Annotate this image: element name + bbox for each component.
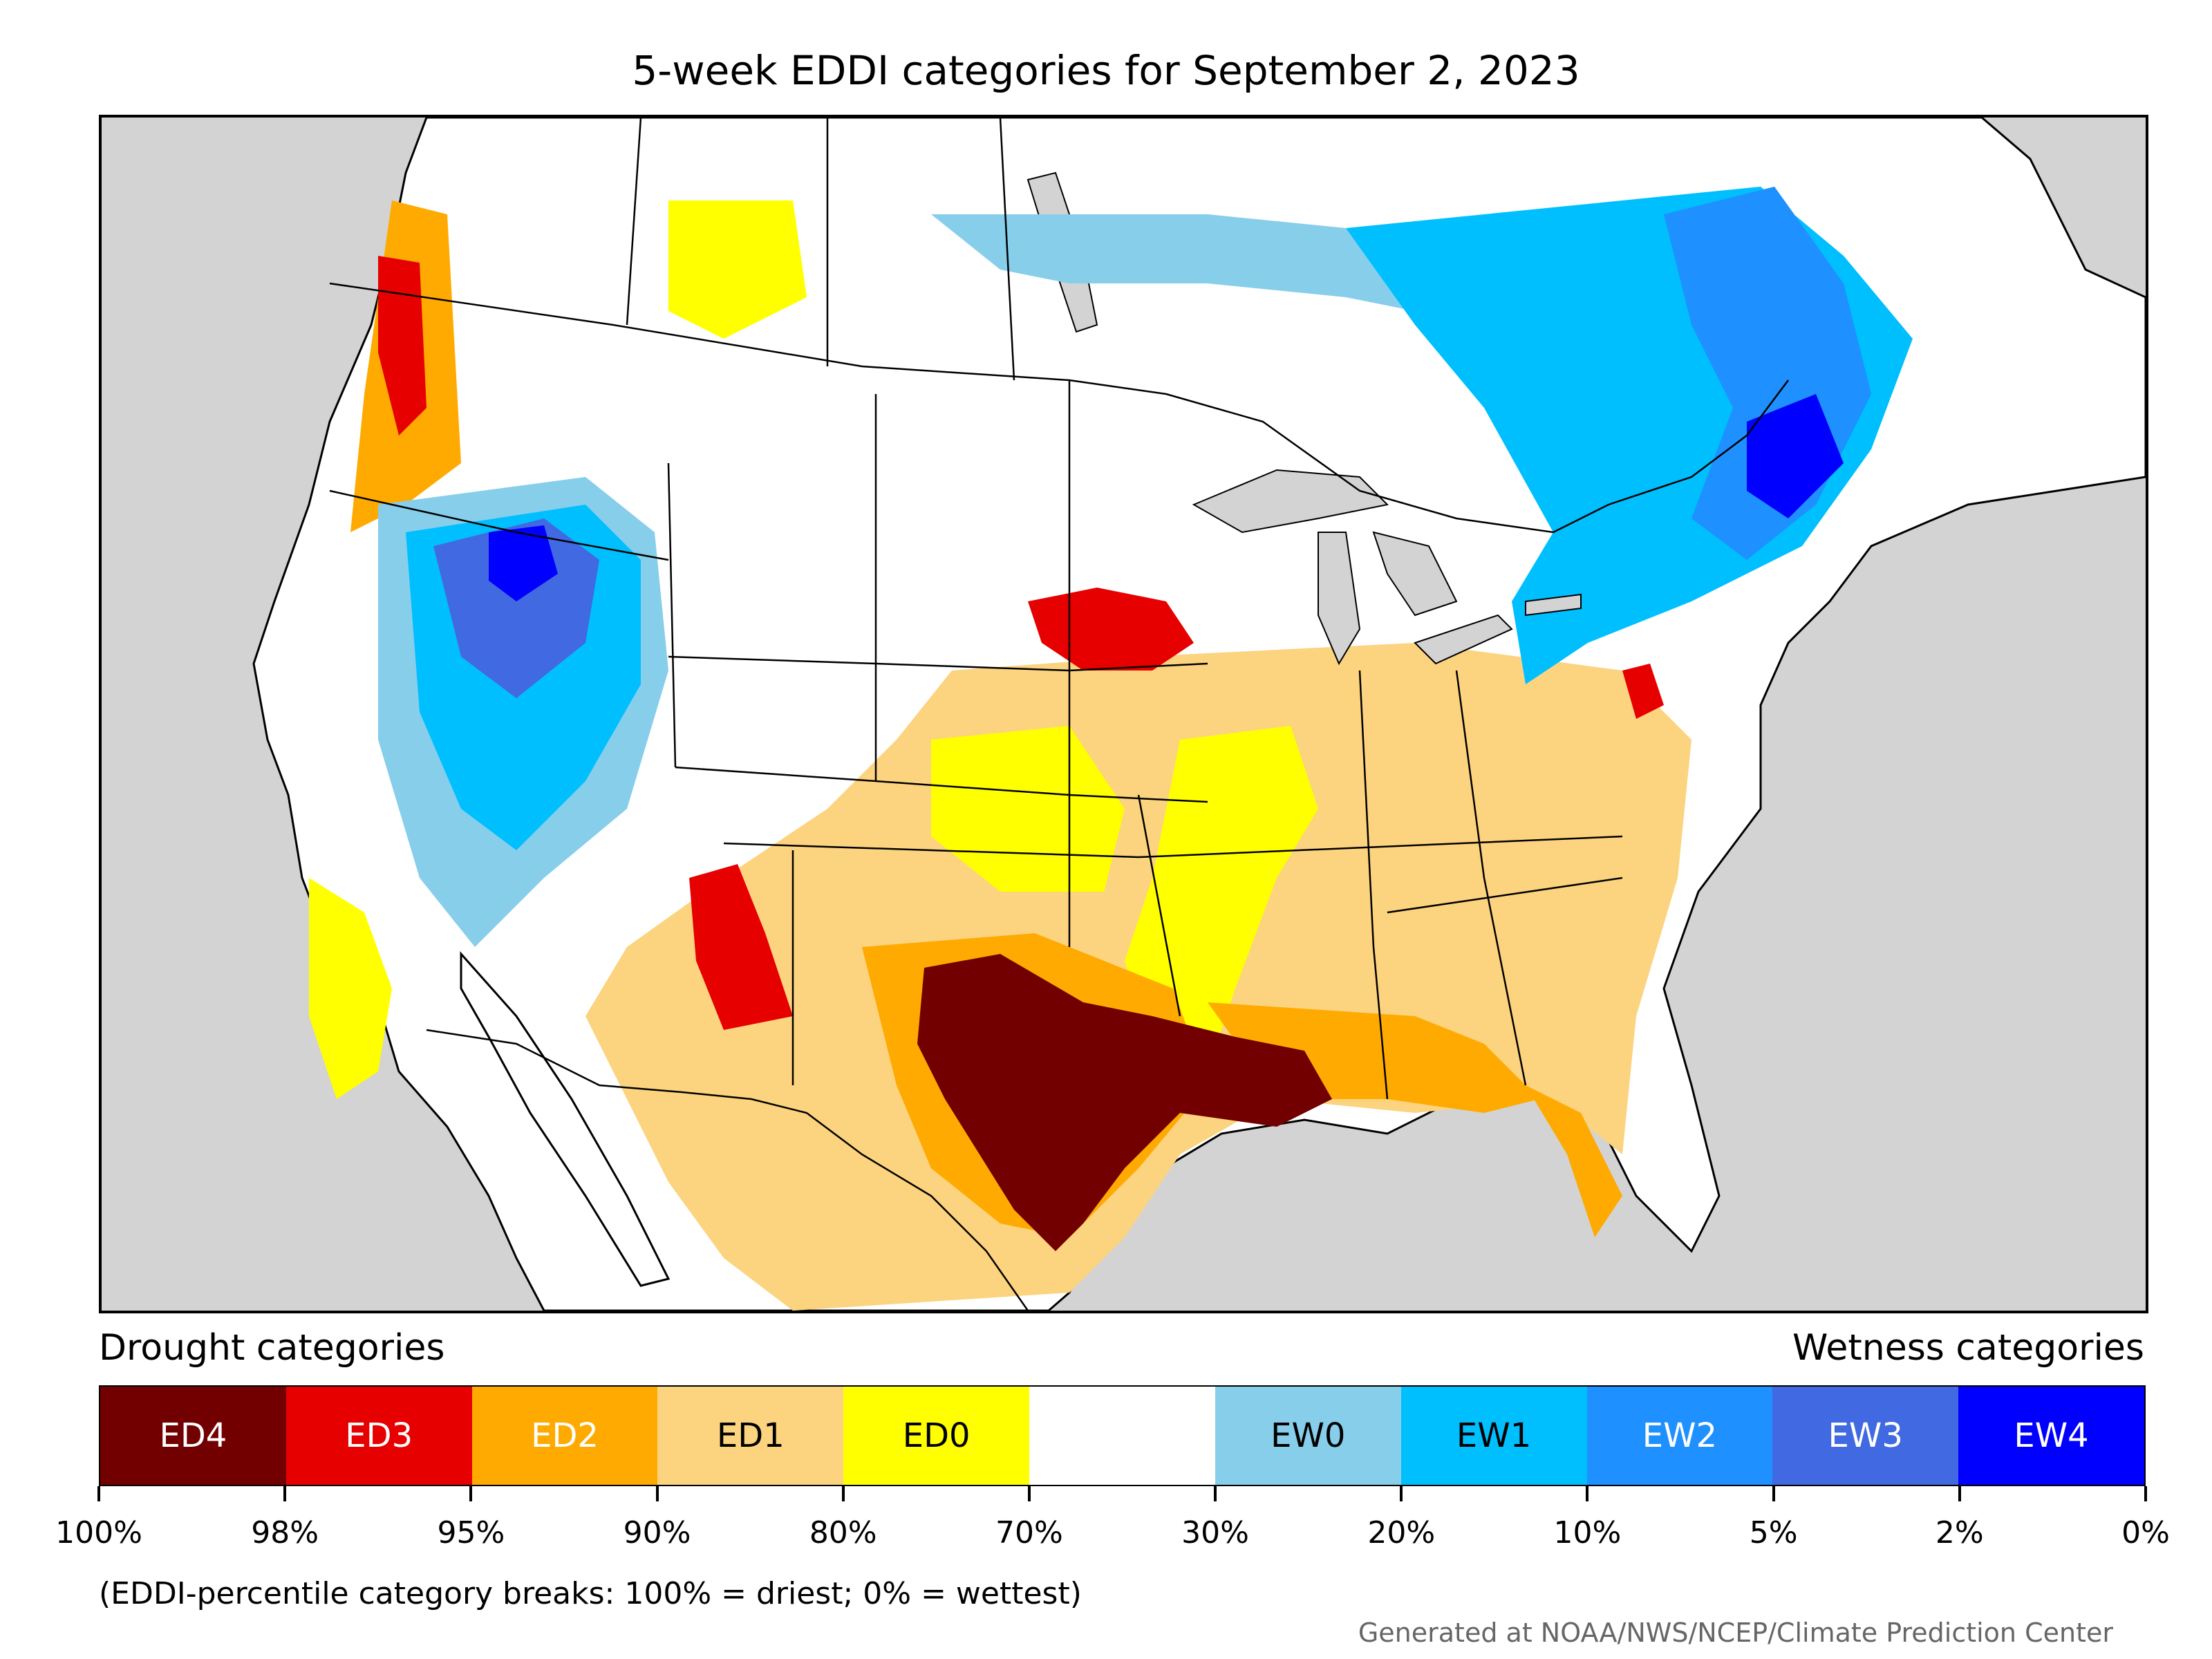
tick-label: 95% bbox=[437, 1515, 505, 1550]
category-breaks-note: (EDDI-percentile category breaks: 100% =… bbox=[99, 1576, 1082, 1611]
ed3-new-mexico bbox=[689, 864, 793, 1030]
category-fills bbox=[309, 187, 1913, 1311]
tick-mark bbox=[97, 1486, 100, 1501]
ed3-pacific-northwest bbox=[378, 256, 427, 435]
tick-label: 70% bbox=[995, 1515, 1063, 1550]
ew4-idaho bbox=[489, 525, 558, 601]
lake-superior bbox=[1192, 469, 1389, 534]
lake-huron bbox=[1372, 531, 1458, 617]
tick-label: 10% bbox=[1553, 1515, 1622, 1550]
ed0-california bbox=[309, 878, 392, 1099]
tick-mark bbox=[283, 1486, 287, 1501]
ed2-florida bbox=[1526, 1085, 1622, 1237]
tick-label: 90% bbox=[623, 1515, 691, 1550]
swatch-ed4: ED4 bbox=[100, 1387, 286, 1485]
state-boundaries bbox=[329, 118, 1789, 1311]
ed0-colorado-kansas bbox=[931, 726, 1125, 892]
tick-mark bbox=[1586, 1486, 1589, 1501]
category-colorbar: ED4 ED3 ED2 ED1 ED0 EW0 EW1 EW2 EW3 EW4 bbox=[99, 1385, 2146, 1486]
tick-label: 98% bbox=[251, 1515, 319, 1550]
tick-label: 0% bbox=[2121, 1515, 2170, 1550]
colorbar-ticks: 100% 98% 95% 90% 80% 70% 30% 20% 10% 5% 2% 0% bbox=[55, 1486, 2170, 1555]
us-canada-border bbox=[329, 282, 1789, 534]
tick-mark bbox=[469, 1486, 473, 1501]
us-mexico-border bbox=[426, 1029, 1029, 1311]
tick-mark bbox=[1027, 1486, 1031, 1501]
credit-text: Generated at NOAA/NWS/NCEP/Climate Predi… bbox=[1358, 1618, 2113, 1648]
swatch-ed0: ED0 bbox=[843, 1387, 1030, 1485]
border-south-1 bbox=[723, 835, 1623, 859]
tick-mark bbox=[1400, 1486, 1403, 1501]
ed0-montana bbox=[668, 200, 807, 339]
tick-label: 30% bbox=[1181, 1515, 1249, 1550]
great-lakes bbox=[1192, 469, 1582, 666]
border-east-2 bbox=[1455, 670, 1527, 1086]
swatch-ew4: EW4 bbox=[1958, 1387, 2144, 1485]
border-west-2 bbox=[667, 462, 677, 768]
tick-label: 5% bbox=[1749, 1515, 1798, 1550]
tick-label: 20% bbox=[1367, 1515, 1436, 1550]
wetness-categories-heading: Wetness categories bbox=[1792, 1327, 2144, 1369]
border-canada-provinces bbox=[626, 118, 1015, 381]
ed4-texas-louisiana bbox=[917, 954, 1332, 1251]
swatch-ed3: ED3 bbox=[285, 1387, 472, 1485]
eddi-map bbox=[102, 118, 2146, 1311]
tick-mark bbox=[841, 1486, 845, 1501]
drought-categories-heading: Drought categories bbox=[99, 1327, 445, 1369]
ew4-quebec bbox=[1747, 394, 1844, 518]
border-south-3 bbox=[1137, 794, 1181, 1017]
tick-mark bbox=[1214, 1486, 1217, 1501]
tick-mark bbox=[1772, 1486, 1775, 1501]
tick-mark bbox=[2144, 1486, 2147, 1501]
ew0-canada-prairies bbox=[931, 214, 1484, 325]
lake-michigan bbox=[1318, 532, 1361, 666]
ed0-missouri-arkansas bbox=[1125, 726, 1318, 1071]
tick-mark bbox=[655, 1486, 659, 1501]
swatch-ed1: ED1 bbox=[657, 1387, 844, 1485]
border-east-3 bbox=[1387, 877, 1623, 914]
swatch-ew2: EW2 bbox=[1586, 1387, 1773, 1485]
ed3-virginia bbox=[1622, 664, 1664, 719]
chart-title: 5-week EDDI categories for September 2, … bbox=[632, 47, 1580, 94]
tick-label: 100% bbox=[55, 1515, 142, 1550]
tick-label: 2% bbox=[1935, 1515, 1984, 1550]
border-east-1 bbox=[1358, 670, 1389, 1100]
tick-mark bbox=[1958, 1486, 1961, 1501]
border-mid-1 bbox=[668, 655, 1208, 672]
swatch-ed2: ED2 bbox=[471, 1387, 658, 1485]
map-panel bbox=[99, 115, 2148, 1313]
lake-ontario bbox=[1525, 593, 1582, 617]
swatch-normal bbox=[1029, 1387, 1215, 1485]
ew3-great-basin bbox=[433, 518, 599, 698]
tick-label: 80% bbox=[809, 1515, 877, 1550]
lake-erie bbox=[1414, 614, 1513, 665]
land-baja bbox=[460, 951, 671, 1287]
swatch-ew1: EW1 bbox=[1400, 1387, 1587, 1485]
swatch-ew3: EW3 bbox=[1772, 1387, 1959, 1485]
border-west-1 bbox=[329, 489, 669, 561]
swatch-ew0: EW0 bbox=[1215, 1387, 1401, 1485]
